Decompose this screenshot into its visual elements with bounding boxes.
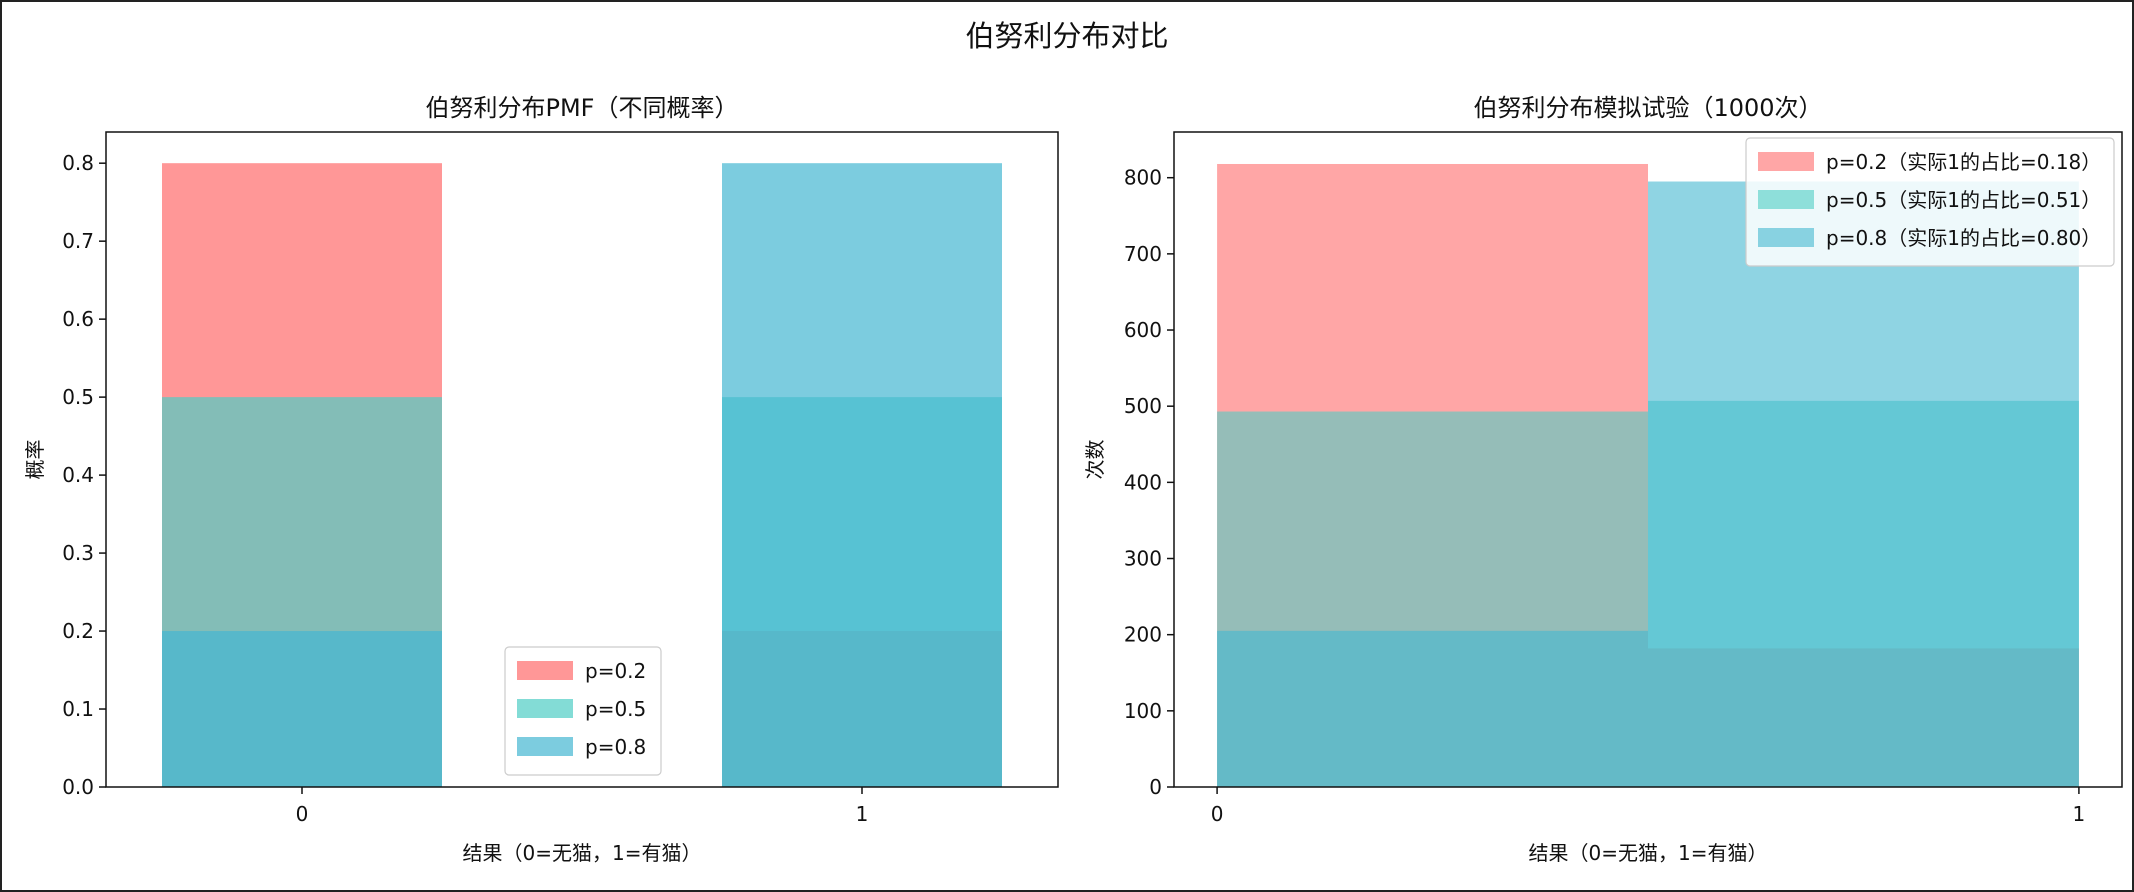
y-tick-label-0.1: 0.1 xyxy=(62,697,94,721)
legend-label-p=0.5: p=0.5 xyxy=(585,697,646,721)
y-tick-label-0.8: 0.8 xyxy=(62,151,94,175)
legend-label-p=0.8: p=0.8 xyxy=(585,735,646,759)
y-tick-label-0.0: 0.0 xyxy=(62,775,94,799)
x-tick-label-1: 1 xyxy=(2073,802,2086,826)
legend-label-p=0.8（实际1的占比=0.80）: p=0.8（实际1的占比=0.80） xyxy=(1826,226,2101,250)
hist-bin-p=0.8（实际1的占比=0.80）-0 xyxy=(1217,630,1648,787)
x-tick-label-0: 0 xyxy=(296,802,309,826)
legend-swatch-p=0.2（实际1的占比=0.18） xyxy=(1758,152,1814,171)
legend-swatch-p=0.8（实际1的占比=0.80） xyxy=(1758,228,1814,247)
y-tick-label-100: 100 xyxy=(1124,699,1162,723)
axes-frame-2 xyxy=(1173,131,2123,788)
x-axis-label-2: 结果（0=无猫，1=有猫） xyxy=(1529,841,1768,865)
legend-swatch-p=0.5（实际1的占比=0.51） xyxy=(1758,190,1814,209)
y-tick-label-500: 500 xyxy=(1124,394,1162,418)
y-tick-label-0.7: 0.7 xyxy=(62,229,94,253)
x-tick-label-0: 0 xyxy=(1211,802,1224,826)
subplot-1: 0 1 0.0 0.1 0.2 0.3 0.4 0.5 0.6 0.7 0.8 伯努利分布PMF（不同… xyxy=(23,94,1059,865)
x-axis-label-1: 结果（0=无猫，1=有猫） xyxy=(463,841,702,865)
x-tick-label-1: 1 xyxy=(856,802,869,826)
y-tick-label-0.2: 0.2 xyxy=(62,619,94,643)
legend-2: p=0.2（实际1的占比=0.18） p=0.5（实际1的占比=0.51） p=0.… xyxy=(1745,137,2115,267)
hist-series-p=0.8（实际1的占比=0.80） xyxy=(1217,181,2079,788)
hist-bin-p=0.8（实际1的占比=0.80）-1 xyxy=(1648,181,2079,788)
legend-label-p=0.2（实际1的占比=0.18）: p=0.2（实际1的占比=0.18） xyxy=(1826,150,2101,174)
bar-series-p=0.8 xyxy=(162,163,1002,787)
y-tick-label-0.3: 0.3 xyxy=(62,541,94,565)
y-axis-label-1: 概率 xyxy=(23,440,47,480)
subplot-2: 0 1 0 100 200 300 400 500 600 700 800 伯努利分布模拟试验（100… xyxy=(1083,94,2123,865)
y-axis-label-2: 次数 xyxy=(1083,440,1107,480)
bar-p=0.8-1 xyxy=(722,163,1002,787)
y-tick-label-0.6: 0.6 xyxy=(62,307,94,331)
bar-p=0.8-0 xyxy=(162,631,442,787)
legend-swatch-p=0.5 xyxy=(517,699,573,718)
legend-1: p=0.2 p=0.5 p=0.8 xyxy=(504,646,662,776)
y-tick-label-600: 600 xyxy=(1124,318,1162,342)
legend-swatch-p=0.8 xyxy=(517,737,573,756)
legend-label-p=0.2: p=0.2 xyxy=(585,659,646,683)
legend-box-2 xyxy=(1745,137,2115,267)
legend-label-p=0.5（实际1的占比=0.51）: p=0.5（实际1的占比=0.51） xyxy=(1826,188,2101,212)
y-tick-label-800: 800 xyxy=(1124,166,1162,190)
figure-suptitle: 伯努利分布对比 xyxy=(965,19,1168,53)
y-tick-label-200: 200 xyxy=(1124,623,1162,647)
subplot-title-1: 伯努利分布PMF（不同概率） xyxy=(426,94,739,122)
axes-frame-1 xyxy=(105,131,1059,788)
y-tick-label-0.5: 0.5 xyxy=(62,385,94,409)
y-tick-label-0.4: 0.4 xyxy=(62,463,94,487)
subplot-title-2: 伯努利分布模拟试验（1000次） xyxy=(1473,94,1822,122)
y-tick-label-400: 400 xyxy=(1124,470,1162,494)
y-tick-label-700: 700 xyxy=(1124,242,1162,266)
y-tick-label-300: 300 xyxy=(1124,547,1162,571)
y-tick-label-0: 0 xyxy=(1149,775,1162,799)
legend-swatch-p=0.2 xyxy=(517,661,573,680)
